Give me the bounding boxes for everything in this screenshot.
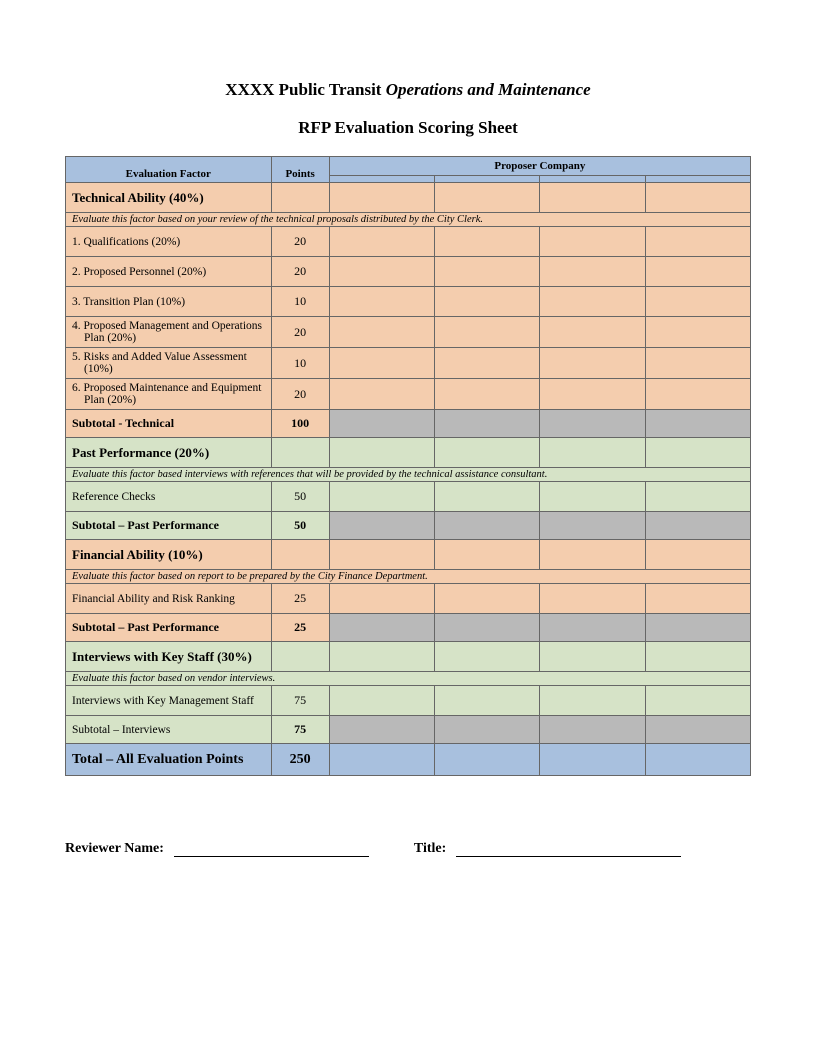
fin-item-1-points: 25 [271,584,329,614]
evaluation-table: Evaluation Factor Points Proposer Compan… [65,156,751,776]
int-subtotal-points: 75 [271,716,329,744]
section-past-title: Past Performance (20%) [66,438,272,468]
tech-subtotal-points: 100 [271,410,329,438]
header-proposer: Proposer Company [329,157,750,176]
header-points: Points [271,157,329,183]
past-item-1-points: 50 [271,482,329,512]
past-subtotal-points: 50 [271,512,329,540]
tech-item-3-points: 10 [271,287,329,317]
fin-item-1-label: Financial Ability and Risk Ranking [66,584,272,614]
fin-subtotal-points: 25 [271,614,329,642]
tech-item-5-points: 10 [271,348,329,379]
reviewer-name-line[interactable] [174,841,369,857]
tech-item-6-label: 6. Proposed Maintenance and Equipment Pl… [66,379,272,410]
section-past-instruction: Evaluate this factor based interviews wi… [66,468,751,482]
tech-item-4-points: 20 [271,317,329,348]
title-line[interactable] [456,841,681,857]
signature-row: Reviewer Name: Title: [65,841,751,857]
proposer-col-3[interactable] [540,176,645,183]
proposer-col-2[interactable] [435,176,540,183]
title-italic: Operations and Maintenance [386,80,591,99]
past-subtotal-label: Subtotal – Past Performance [66,512,272,540]
reviewer-name-label: Reviewer Name: [65,841,174,857]
proposer-col-1[interactable] [329,176,434,183]
tech-subtotal-label: Subtotal - Technical [66,410,272,438]
tech-item-5-label: 5. Risks and Added Value Assessment (10%… [66,348,272,379]
section-technical-instruction: Evaluate this factor based on your revie… [66,213,751,227]
section-interviews-title: Interviews with Key Staff (30%) [66,642,272,672]
title-label: Title: [414,841,456,857]
section-financial-instruction: Evaluate this factor based on report to … [66,570,751,584]
section-financial-title: Financial Ability (10%) [66,540,272,570]
proposer-col-4[interactable] [645,176,750,183]
fin-subtotal-label: Subtotal – Past Performance [66,614,272,642]
header-factor: Evaluation Factor [66,157,272,183]
section-technical-title: Technical Ability (40%) [66,183,272,213]
tech-item-1-label: 1. Qualifications (20%) [66,227,272,257]
title-prefix: XXXX Public Transit [225,80,385,99]
tech-item-2-label: 2. Proposed Personnel (20%) [66,257,272,287]
tech-item-2-points: 20 [271,257,329,287]
tech-item-6-points: 20 [271,379,329,410]
section-interviews-instruction: Evaluate this factor based on vendor int… [66,672,751,686]
page-subtitle: RFP Evaluation Scoring Sheet [65,118,751,138]
int-item-1-points: 75 [271,686,329,716]
page-title: XXXX Public Transit Operations and Maint… [65,80,751,100]
tech-item-4-label: 4. Proposed Management and Operations Pl… [66,317,272,348]
total-label: Total – All Evaluation Points [66,744,272,776]
total-points: 250 [271,744,329,776]
int-subtotal-label: Subtotal – Interviews [66,716,272,744]
past-item-1-label: Reference Checks [66,482,272,512]
tech-item-3-label: 3. Transition Plan (10%) [66,287,272,317]
int-item-1-label: Interviews with Key Management Staff [66,686,272,716]
tech-item-1-points: 20 [271,227,329,257]
